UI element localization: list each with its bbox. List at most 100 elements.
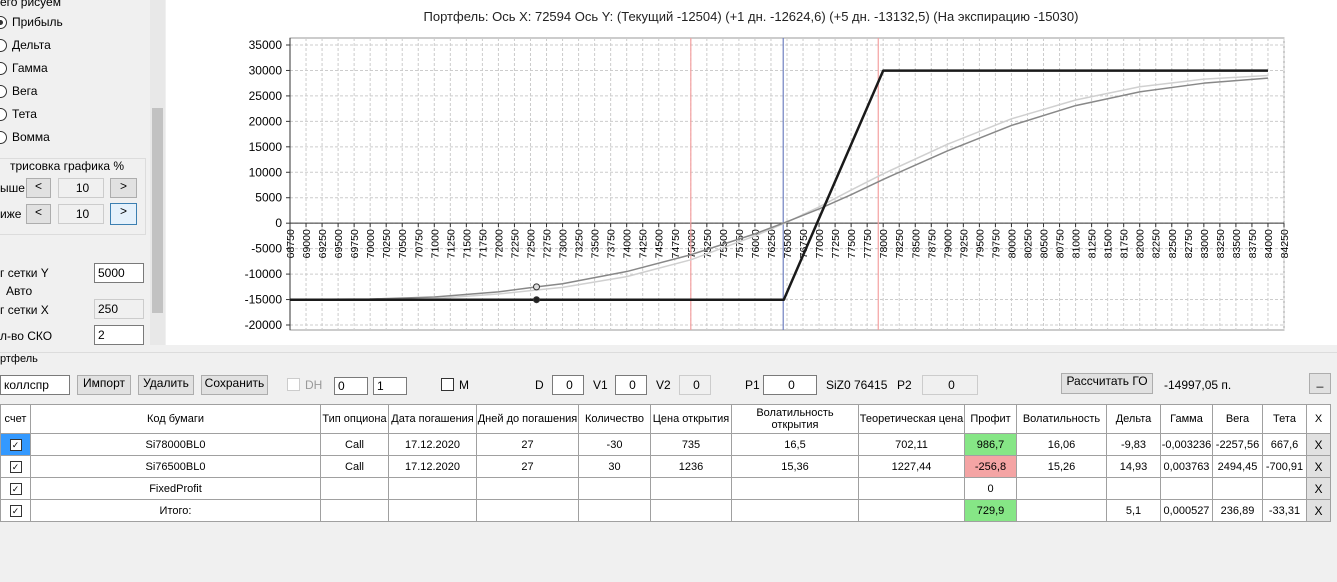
label: -14997,05 п. (1164, 378, 1232, 392)
portfolio-group (0, 352, 1337, 582)
input: 10 (58, 204, 104, 224)
input[interactable]: 5000 (94, 263, 144, 283)
x-tick-label: 69250 (317, 229, 329, 258)
dropdown[interactable]: коллспр (0, 375, 70, 395)
button[interactable]: Сохранить (201, 375, 268, 395)
label: г сетки Y (0, 266, 49, 280)
delete-button[interactable]: X (1306, 455, 1331, 478)
y-tick-label: 20000 (249, 114, 283, 128)
x-tick-label: 83750 (1247, 229, 1259, 258)
button[interactable]: < (26, 178, 51, 198)
cell (320, 499, 389, 522)
button[interactable]: _ (1309, 373, 1331, 394)
cell (858, 477, 965, 500)
check-cell: ✓ (0, 499, 31, 522)
label: D (535, 378, 544, 392)
x-tick-label: 78250 (894, 229, 906, 258)
radio-label: Тета (12, 107, 37, 121)
button[interactable]: Рассчитать ГО (1061, 373, 1153, 394)
x-tick-label: 70750 (413, 229, 425, 258)
x-tick-label: 71250 (445, 229, 457, 258)
x-tick-label: 78500 (910, 229, 922, 258)
cell: 17.12.2020 (388, 433, 477, 456)
checkbox[interactable] (287, 378, 300, 391)
x-tick-label: 82750 (1183, 229, 1195, 258)
x-tick-label: 75000 (686, 229, 698, 258)
x-tick-label: 72000 (493, 229, 505, 258)
cell: 0 (964, 477, 1017, 500)
x-tick-label: 82250 (1151, 229, 1163, 258)
cell: 236,89 (1212, 499, 1263, 522)
radio[interactable] (0, 62, 7, 75)
button[interactable]: > (110, 203, 137, 225)
cell (858, 499, 965, 522)
column-header: Гамма (1160, 404, 1213, 434)
cell (1262, 477, 1307, 500)
cell: Si78000BL0 (30, 433, 321, 456)
x-tick-label: 76250 (766, 229, 778, 258)
x-tick-label: 73500 (590, 229, 602, 258)
row: ✓ Si76500BL0 Call 17.12.2020 27 30 1236 15,36 12… (0, 455, 1331, 478)
spinner[interactable]: 0 (334, 377, 368, 395)
spinner[interactable]: 1 (373, 377, 407, 395)
x-tick-label: 68750 (285, 229, 297, 258)
cell: -700,91 (1262, 455, 1307, 478)
cell: 1227,44 (858, 455, 965, 478)
input[interactable]: 0 (552, 375, 584, 395)
label: SiZ0 76415 (826, 378, 888, 392)
delete-button[interactable]: X (1306, 477, 1331, 500)
button[interactable]: < (26, 204, 51, 224)
chart-title: Портфель: Ось X: 72594 Ось Y: (Текущий -… (424, 9, 1079, 24)
cell: 702,11 (858, 433, 965, 456)
column-header: Волатильность (1016, 404, 1107, 434)
input[interactable]: 2 (94, 325, 144, 345)
group-title: ртфель (0, 353, 38, 365)
cell: 1236 (650, 455, 732, 478)
x-tick-label: 72750 (542, 229, 554, 258)
cell: 667,6 (1262, 433, 1307, 456)
label: ыше (0, 181, 25, 195)
cell: 735 (650, 433, 732, 456)
cell (476, 477, 579, 500)
column-header: Вега (1212, 404, 1263, 434)
x-tick-label: 78750 (926, 229, 938, 258)
chart: Портфель: Ось X: 72594 Ось Y: (Текущий -… (166, 0, 1337, 345)
checkbox[interactable] (441, 378, 454, 391)
delete-button[interactable]: X (1306, 433, 1331, 456)
cell (731, 477, 859, 500)
cell (578, 477, 651, 500)
radio[interactable] (0, 39, 7, 52)
label: Авто (6, 284, 33, 298)
delete-button[interactable]: X (1306, 499, 1331, 522)
scrollbar[interactable] (150, 0, 165, 345)
button[interactable]: > (110, 178, 137, 198)
x-tick-label: 74500 (654, 229, 666, 258)
row: ✓ Si78000BL0 Call 17.12.2020 27 -30 735 16,5 702… (0, 433, 1331, 456)
radio[interactable] (0, 131, 7, 144)
input[interactable]: 0 (763, 375, 817, 395)
x-tick-label: 73750 (606, 229, 618, 258)
x-tick-label: 70500 (397, 229, 409, 258)
cell: -2257,56 (1212, 433, 1263, 456)
cell (578, 499, 651, 522)
line (289, 77, 1269, 301)
marker (533, 283, 541, 291)
row: ✓ Итого: 729,9 5,1 0,000527 236,89 -33,31 X (0, 499, 1331, 522)
radio[interactable] (0, 85, 7, 98)
column-header: Дельта (1106, 404, 1161, 434)
x-tick-label: 82500 (1167, 229, 1179, 258)
cell: 0,003763 (1160, 455, 1213, 478)
cell: 2494,45 (1212, 455, 1263, 478)
radio[interactable] (0, 16, 7, 29)
label: л-во СКО (0, 329, 53, 343)
button[interactable]: Удалить (138, 375, 194, 395)
x-tick-label: 81500 (1103, 229, 1115, 258)
group-title: его рисуем (0, 0, 61, 9)
radio[interactable] (0, 108, 7, 121)
input[interactable]: 0 (615, 375, 647, 395)
x-tick-label: 80750 (1055, 229, 1067, 258)
y-tick-label: 25000 (249, 89, 283, 103)
y-tick-label: 0 (275, 216, 282, 230)
cell (731, 499, 859, 522)
button[interactable]: Импорт (77, 375, 131, 395)
